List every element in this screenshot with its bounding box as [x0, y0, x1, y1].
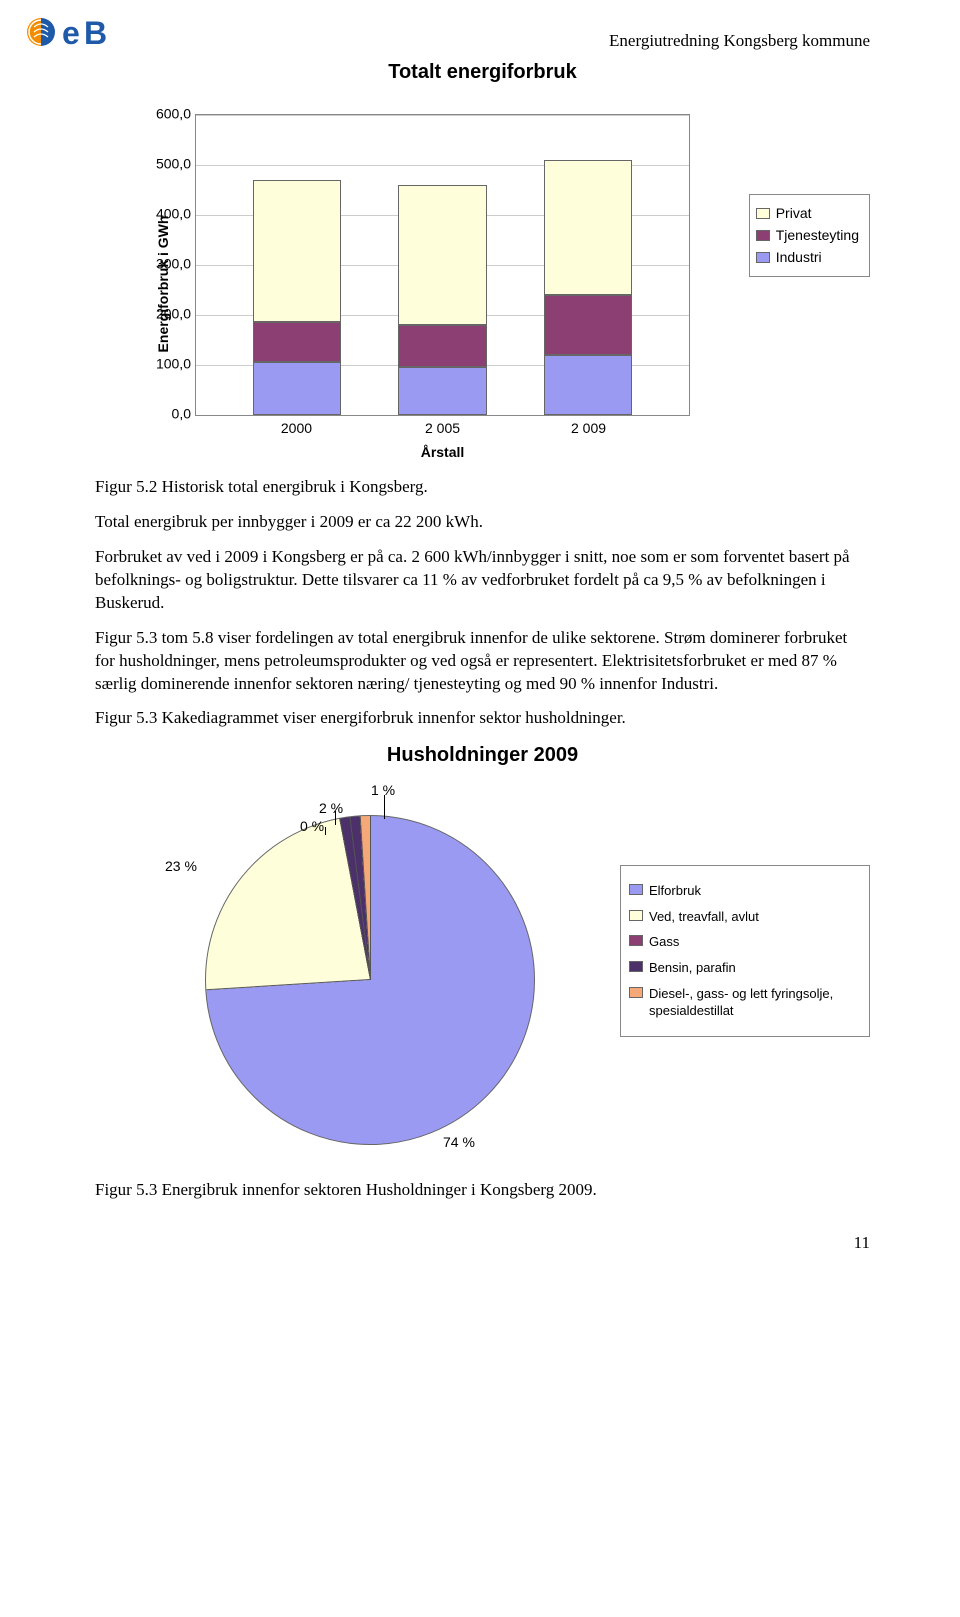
leader-line — [384, 795, 385, 819]
legend-item: Tjenesteyting — [756, 226, 859, 245]
bar-chart-ytick: 500,0 — [147, 154, 191, 173]
bar-chart-ylabel: Energiforbruk i GWh — [154, 215, 173, 352]
legend-item: Elforbruk — [629, 882, 861, 900]
bar-chart-ytick: 400,0 — [147, 204, 191, 223]
legend-item: Bensin, parafin — [629, 959, 861, 977]
legend-item: Ved, treavfall, avlut — [629, 908, 861, 926]
leader-line — [335, 811, 336, 825]
legend-item: Diesel-, gass- og lett fyringsolje, spes… — [629, 985, 861, 1020]
pie-chart-title: Husholdninger 2009 — [95, 742, 870, 769]
bar-chart-xtick: 2 005 — [425, 419, 460, 438]
page-number: 11 — [95, 1232, 870, 1255]
bar-stack — [544, 160, 633, 415]
legend-item: Gass — [629, 933, 861, 951]
bar-chart-ytick: 100,0 — [147, 354, 191, 373]
svg-text:B: B — [84, 15, 107, 51]
bar-stack — [253, 180, 342, 415]
bar-chart-ytick: 0,0 — [147, 404, 191, 423]
leader-line — [325, 827, 326, 835]
pie-label-0: 0 % — [300, 817, 324, 836]
paragraph-3: Figur 5.3 tom 5.8 viser fordelingen av t… — [95, 627, 870, 696]
paragraph-4: Figur 5.3 Kakediagrammet viser energifor… — [95, 707, 870, 730]
svg-text:e: e — [62, 15, 80, 51]
legend-item: Privat — [756, 204, 859, 223]
bar-chart-xlabel: Årstall — [195, 443, 690, 462]
bar-chart-ytick: 200,0 — [147, 304, 191, 323]
fig53-caption: Figur 5.3 Energibruk innenfor sektoren H… — [95, 1179, 870, 1202]
paragraph-1: Total energibruk per innbygger i 2009 er… — [95, 511, 870, 534]
header-right-text: Energiutredning Kongsberg kommune — [95, 30, 870, 53]
bar-chart-plot-area — [195, 114, 690, 416]
bar-chart-xtick: 2 009 — [571, 419, 606, 438]
bar-chart-legend: Privat Tjenesteyting Industri — [749, 194, 870, 277]
bar-chart: Energiforbruk i GWh Årstall Privat Tjenes… — [95, 104, 870, 464]
pie-label-74: 74 % — [443, 1133, 475, 1152]
pie-chart-pie — [205, 815, 535, 1145]
bar-chart-ytick: 600,0 — [147, 104, 191, 123]
logo: e B — [24, 12, 134, 59]
pie-label-2: 2 % — [319, 799, 343, 818]
legend-item: Industri — [756, 248, 859, 267]
pie-chart: 74 % 23 % 1 % 2 % 0 % ElforbrukVed, trea… — [95, 775, 870, 1155]
bar-chart-ytick: 300,0 — [147, 254, 191, 273]
bar-chart-title: Totalt energiforbruk — [95, 59, 870, 86]
paragraph-2: Forbruket av ved i 2009 i Kongsberg er p… — [95, 546, 870, 615]
bar-chart-xtick: 2000 — [281, 419, 312, 438]
bar-stack — [398, 185, 487, 415]
pie-chart-legend: Elforbruk Ved, treavfall, avlut Gass Bensin… — [620, 865, 870, 1036]
pie-label-23: 23 % — [165, 857, 197, 876]
fig52-caption: Figur 5.2 Historisk total energibruk i K… — [95, 476, 870, 499]
